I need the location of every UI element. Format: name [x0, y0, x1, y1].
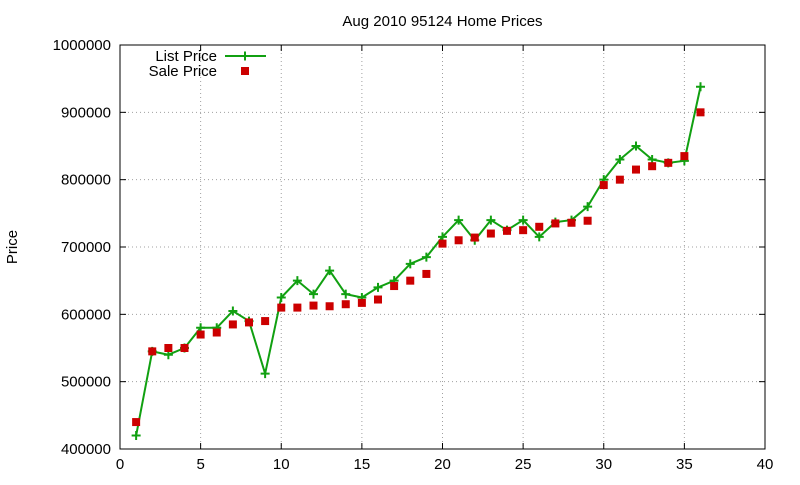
sale-price-point [422, 269, 431, 278]
sale-price-point [454, 236, 463, 245]
sale-price-point [535, 222, 544, 231]
sale-price-point [196, 330, 205, 339]
sale-price-point [406, 276, 415, 285]
x-tick-label: 15 [354, 456, 371, 473]
sale-price-point [261, 317, 270, 326]
list-price-point [454, 215, 464, 225]
x-tick-label: 20 [434, 456, 451, 473]
axis-ticks [119, 44, 766, 450]
sale-price-point [503, 226, 511, 235]
sale-price-point [325, 302, 334, 311]
legend-plus-marker [240, 51, 250, 61]
x-tick-label: 25 [515, 456, 532, 473]
list-price-point [341, 289, 351, 299]
sale-price-point [551, 219, 560, 228]
sale-price-point [357, 298, 366, 307]
sale-price-point [164, 344, 173, 352]
sale-price-point [277, 303, 286, 312]
x-tick-label: 0 [116, 456, 124, 473]
sale-price-point [696, 108, 705, 117]
legend-square-marker [241, 67, 249, 75]
chart-title: Aug 2010 95124 Home Prices [342, 13, 542, 30]
sale-price-point [341, 300, 350, 309]
y-tick-label: 900000 [61, 104, 111, 121]
x-tick-label: 35 [676, 456, 693, 473]
legend: List Price Sale Price [149, 48, 266, 80]
list-price-point [696, 82, 705, 92]
list-price-point [615, 154, 625, 164]
list-price-point [583, 202, 593, 212]
series-line-list-price [135, 86, 702, 436]
legend-label-sale-price: Sale Price [149, 63, 217, 80]
list-price-point [260, 369, 270, 379]
x-tick-label: 10 [273, 456, 290, 473]
y-tick-label: 600000 [61, 306, 111, 323]
legend-entry-sale-price: Sale Price [149, 63, 249, 80]
list-price-point [518, 215, 528, 225]
list-price-point [421, 252, 431, 262]
sale-price-point [148, 347, 157, 356]
x-tick-label: 40 [757, 456, 774, 473]
sale-price-point [519, 226, 528, 235]
list-price-point [131, 431, 141, 441]
sale-price-point [132, 418, 141, 427]
list-price-point [292, 276, 302, 286]
list-price-point [373, 282, 383, 292]
x-axis-tick-labels: 0 5 10 15 20 25 30 35 40 [116, 456, 774, 473]
y-tick-label: 1000000 [53, 37, 111, 54]
list-price-point [228, 306, 238, 316]
list-price-point [631, 141, 641, 151]
sale-price-point [438, 239, 447, 248]
y-tick-label: 800000 [61, 172, 111, 189]
y-tick-label: 700000 [61, 239, 111, 256]
sale-price-point [293, 303, 302, 312]
grid [120, 45, 765, 449]
y-axis-tick-labels: 400000 500000 600000 700000 800000 900000 1000… [53, 37, 111, 458]
sale-price-point [680, 152, 689, 161]
sale-price-point [228, 320, 237, 329]
sale-price-point [180, 344, 189, 352]
sale-price-point [567, 218, 576, 227]
sale-price-point [599, 181, 608, 190]
x-tick-label: 5 [196, 456, 204, 473]
list-price-point [309, 289, 318, 299]
list-price-point [534, 232, 544, 242]
legend-label-list-price: List Price [155, 48, 217, 65]
sale-price-point [664, 158, 673, 167]
y-axis-label: Price [4, 230, 21, 264]
sale-price-point [309, 301, 318, 310]
legend-entry-list-price: List Price [155, 48, 266, 65]
sale-price-point [615, 175, 624, 184]
sale-price-point [632, 165, 640, 174]
x-tick-label: 30 [595, 456, 612, 473]
list-price-point [405, 259, 415, 269]
list-price-point [276, 293, 286, 302]
sale-price-point [583, 216, 592, 225]
y-tick-label: 400000 [61, 441, 111, 458]
list-price-point [486, 215, 496, 225]
list-price-point [325, 266, 335, 276]
sale-price-point [245, 318, 253, 327]
series [131, 82, 705, 441]
sale-price-point [648, 162, 657, 171]
y-tick-label: 500000 [61, 374, 111, 391]
sale-price-point [374, 295, 382, 304]
sale-price-point [470, 233, 479, 242]
sale-price-point [212, 328, 221, 337]
sale-price-point [390, 282, 399, 291]
sale-price-point [486, 229, 495, 238]
